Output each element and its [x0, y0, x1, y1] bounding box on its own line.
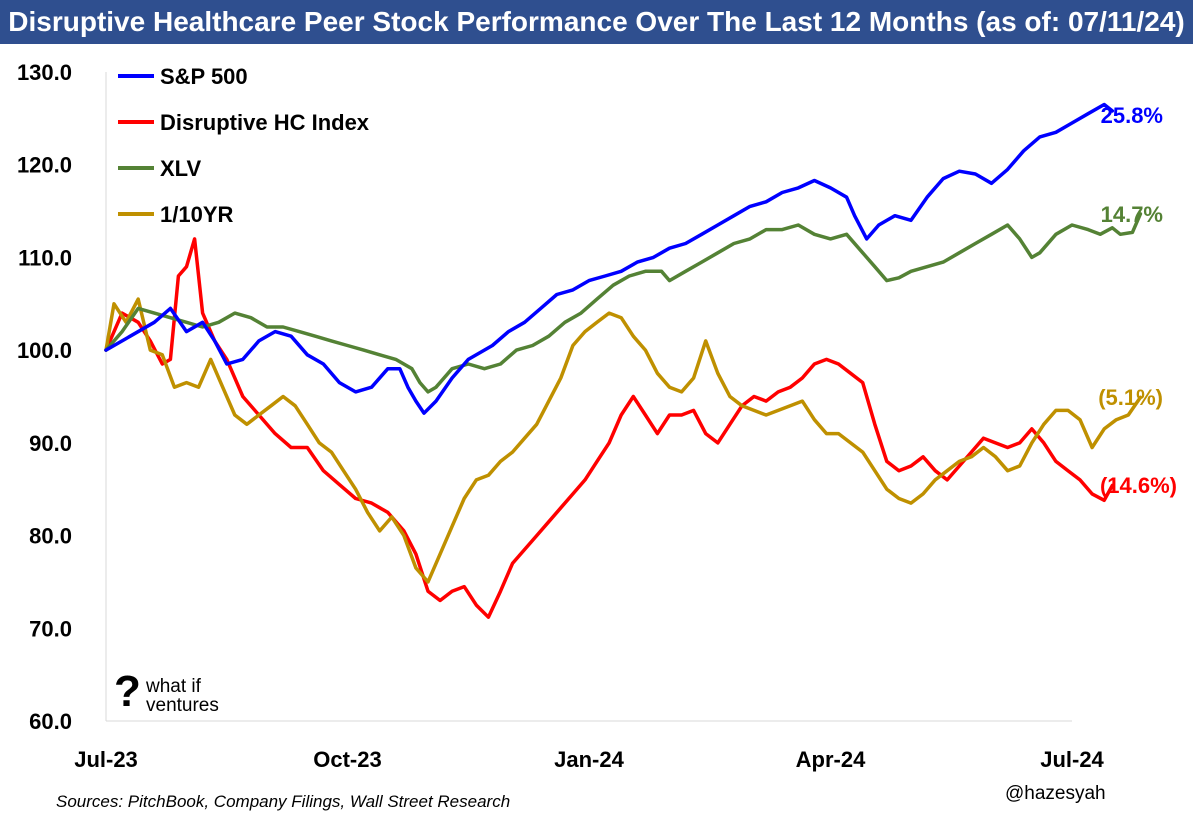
y-tick-label: 70.0	[29, 616, 72, 641]
author-handle: @hazesyah	[1005, 783, 1106, 804]
series-end-label: (5.1%)	[1098, 385, 1163, 410]
y-tick-label: 90.0	[29, 431, 72, 456]
legend-label: Disruptive HC Index	[160, 110, 370, 135]
series-end-label: 14.7%	[1101, 202, 1163, 227]
chart-end-labels: 25.8% (14.6%) 14.7% (5.1%)	[1098, 103, 1177, 498]
chart-legend: S&P 500 Disruptive HC Index XLV 1/10YR	[118, 64, 370, 227]
question-mark-icon: ?	[114, 667, 141, 716]
legend-label: S&P 500	[160, 64, 248, 89]
x-tick-label: Jul-24	[1040, 747, 1104, 772]
sources-note: Sources: PitchBook, Company Filings, Wal…	[56, 792, 511, 811]
logo-wordmark: what if ventures	[146, 677, 219, 715]
x-tick-label: Jul-23	[74, 747, 138, 772]
line-chart: 130.0120.0110.0100.090.080.070.060.0Jul-…	[17, 60, 1177, 772]
chart-series-lines	[104, 102, 1143, 619]
legend-label: 1/10YR	[160, 202, 233, 227]
chart-axes: 130.0120.0110.0100.090.080.070.060.0Jul-…	[17, 60, 1105, 772]
series-line-1	[104, 237, 1115, 619]
logo-line-2: ventures	[146, 695, 219, 716]
chart-title: Disruptive Healthcare Peer Stock Perform…	[0, 0, 1193, 44]
y-tick-label: 80.0	[29, 524, 72, 549]
x-tick-label: Jan-24	[554, 747, 624, 772]
legend-label: XLV	[160, 156, 201, 181]
y-tick-label: 120.0	[17, 153, 72, 178]
series-line-3	[104, 297, 1143, 584]
y-tick-label: 100.0	[17, 338, 72, 363]
y-tick-label: 110.0	[18, 245, 72, 270]
y-tick-label: 60.0	[29, 709, 72, 734]
y-tick-label: 130.0	[17, 60, 72, 85]
x-tick-label: Apr-24	[796, 747, 866, 772]
series-line-2	[104, 212, 1143, 394]
logo-line-1: what if	[146, 676, 201, 697]
series-end-label: 25.8%	[1101, 103, 1163, 128]
series-line-0	[104, 102, 1115, 415]
x-tick-label: Oct-23	[313, 747, 381, 772]
series-end-label: (14.6%)	[1100, 473, 1177, 498]
